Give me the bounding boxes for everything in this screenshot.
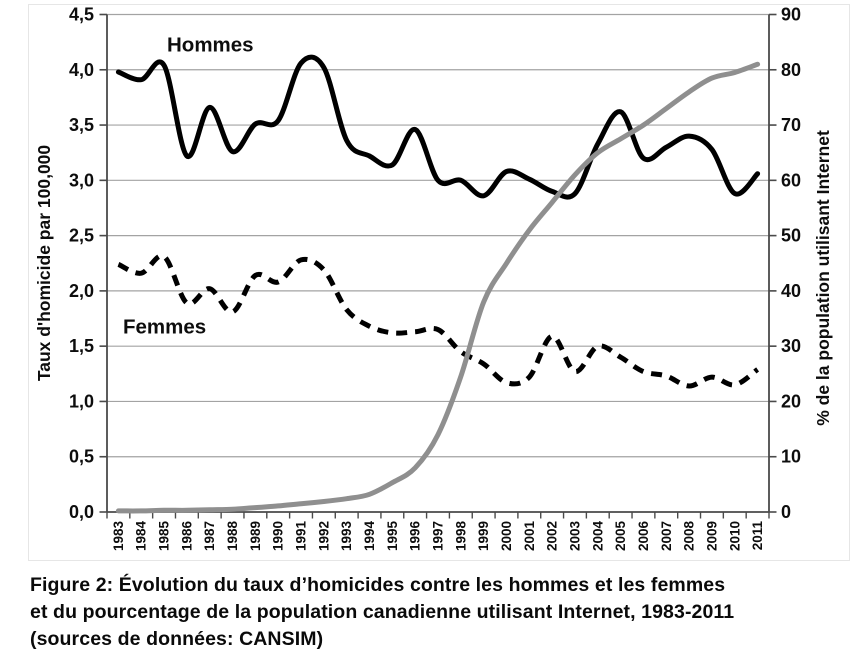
figure-caption: Figure 2: Évolution du taux d’homicides …	[30, 572, 830, 653]
x-axis-year-label: 1992	[316, 521, 331, 551]
right-axis-title: % de la population utilisant Internet	[813, 130, 833, 426]
series-label-hommes: Hommes	[167, 34, 254, 57]
x-axis-year-label: 2004	[590, 521, 605, 552]
right-axis-tick-label: 90	[781, 5, 801, 25]
series-line-internet	[115, 61, 761, 514]
x-axis-year-label: 1985	[157, 521, 172, 552]
x-axis-year-label: 2009	[704, 521, 719, 551]
x-axis-year-label: 1988	[225, 521, 240, 552]
x-axis-year-label: 2005	[613, 521, 628, 552]
x-axis-year-label: 2011	[750, 521, 765, 551]
right-axis-tick-label: 10	[781, 447, 801, 467]
x-axis-year-label: 1999	[476, 521, 491, 551]
right-axis-tick-label: 40	[781, 281, 801, 301]
x-axis-year-label: 1983	[111, 521, 126, 552]
x-axis-year-label: 1984	[134, 521, 149, 552]
right-axis-tick-label: 0	[781, 502, 791, 522]
caption-line-1: Figure 2: Évolution du taux d’homicides …	[30, 574, 726, 596]
left-axis-tick-label: 4,0	[69, 60, 94, 80]
x-axis-year-label: 1991	[294, 521, 309, 552]
left-axis-tick-label: 2,5	[69, 226, 94, 246]
right-axis-tick-label: 70	[781, 115, 801, 135]
series-line-hommes	[115, 54, 761, 200]
x-axis-year-label: 1986	[179, 521, 194, 552]
x-axis-year-label: 2003	[567, 521, 582, 552]
left-axis-title: Taux d'homicide par 100,000	[34, 145, 54, 382]
left-axis-tick-label: 0,0	[69, 502, 94, 522]
left-axis-tick-label: 0,5	[69, 447, 94, 467]
x-axis-year-label: 1996	[408, 521, 423, 552]
x-axis-year-label: 1997	[431, 521, 446, 551]
homicide-internet-line-chart: 0,0 0,5 1,0 1,5 2,0 2,5 3,0 3,5 4,0 4,5 0 10 20 30 40 5…	[34, 5, 833, 552]
x-axis-year-label: 2010	[727, 521, 742, 551]
x-axis-year-label: 1993	[339, 521, 354, 552]
x-axis-year-label: 2007	[659, 521, 674, 551]
left-axis-tick-label: 3,5	[69, 115, 94, 135]
right-axis-tick-label: 20	[781, 391, 801, 411]
right-axis-tick-label: 80	[781, 60, 801, 80]
right-axis-tick-label: 50	[781, 226, 801, 246]
series-line-femmes	[117, 253, 760, 389]
left-axis-tick-label: 4,5	[69, 5, 94, 25]
x-axis-year-label: 2000	[499, 521, 514, 551]
series-label-femmes: Femmes	[123, 316, 206, 339]
x-axis-year-label: 1990	[271, 521, 286, 551]
left-axis-tick-label: 2,0	[69, 281, 94, 301]
x-axis-year-label: 2002	[545, 521, 560, 551]
x-axis-year-label: 1987	[202, 521, 217, 551]
x-axis-year-label: 1998	[453, 521, 468, 552]
left-axis-tick-label: 1,5	[69, 336, 94, 356]
x-axis-year-label: 1989	[248, 521, 263, 551]
x-axis-year-label: 2001	[522, 521, 537, 552]
x-axis-year-label: 1994	[362, 521, 377, 552]
right-axis-tick-label: 30	[781, 336, 801, 356]
left-axis-tick-label: 1,0	[69, 391, 94, 411]
right-axis-tick-label: 60	[781, 170, 801, 190]
caption-line-2: et du pourcentage de la population canad…	[30, 601, 735, 623]
x-axis-year-label: 1995	[385, 521, 400, 552]
x-axis-year-label: 2006	[636, 521, 651, 552]
left-axis-tick-label: 3,0	[69, 170, 94, 190]
x-axis-year-label: 2008	[682, 521, 697, 552]
caption-line-3: (sources de données: CANSIM)	[30, 628, 324, 650]
